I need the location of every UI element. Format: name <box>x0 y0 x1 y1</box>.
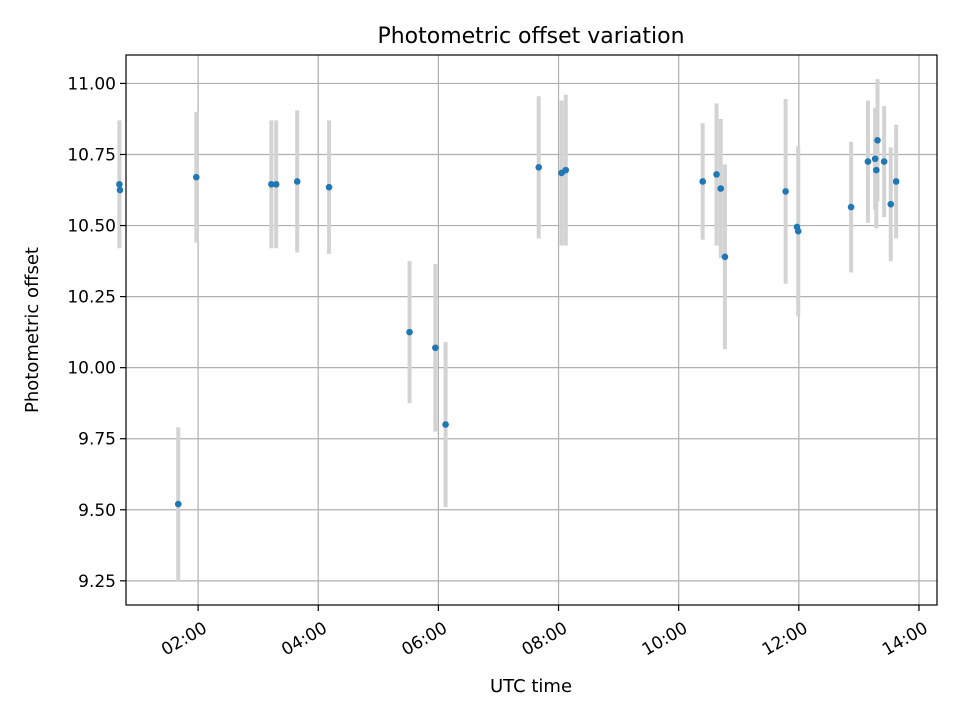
y-axis-ticks: 9.25 9.50 9.75 10.00 10.25 10.50 10.75 11.00 <box>67 74 126 592</box>
data-point <box>874 136 881 144</box>
data-point <box>873 166 880 174</box>
data-point <box>293 178 301 185</box>
x-axis-label: UTC time <box>490 676 572 697</box>
data-point <box>174 500 182 508</box>
data-point <box>406 328 413 336</box>
data-point <box>892 178 900 185</box>
data-point <box>562 166 570 174</box>
x-tick-label: 10:00 <box>639 618 691 660</box>
data-point <box>442 421 449 428</box>
y-tick-label: 9.50 <box>78 501 116 521</box>
data-point <box>713 171 720 178</box>
data-point <box>116 181 123 188</box>
y-tick-label: 10.50 <box>67 217 116 237</box>
data-point <box>268 181 275 188</box>
data-point <box>272 181 280 188</box>
y-tick-label: 10.25 <box>67 288 116 308</box>
data-point <box>887 200 895 208</box>
data-point <box>325 183 333 191</box>
data-point <box>192 173 200 181</box>
data-point <box>794 227 802 235</box>
grid-layer <box>126 55 937 605</box>
data-point <box>699 178 707 185</box>
y-axis-label: Photometric offset <box>22 247 43 413</box>
point-layer <box>116 136 900 508</box>
data-point <box>864 158 872 165</box>
data-point <box>880 158 888 165</box>
y-tick-label: 11.00 <box>67 74 116 94</box>
x-tick-label: 08:00 <box>519 618 571 660</box>
data-point <box>847 203 855 211</box>
data-point <box>116 186 124 194</box>
data-point <box>721 253 729 261</box>
plot-frame <box>125 54 938 606</box>
x-tick-label: 06:00 <box>398 618 450 660</box>
x-tick-label: 02:00 <box>158 618 210 660</box>
chart-title: Photometric offset variation <box>377 24 684 49</box>
data-point <box>782 188 789 195</box>
y-tick-label: 9.25 <box>78 572 116 592</box>
x-tick-label: 04:00 <box>278 618 330 660</box>
y-tick-label: 9.75 <box>78 430 116 450</box>
x-axis-ticks: 02:00 04:00 06:00 08:00 10:00 12:00 14:00 <box>158 605 931 660</box>
data-point <box>717 185 725 192</box>
y-tick-label: 10.00 <box>67 359 116 379</box>
data-point <box>871 155 879 163</box>
x-tick-label: 12:00 <box>759 618 811 660</box>
data-point <box>535 163 543 171</box>
data-point <box>432 344 439 352</box>
y-tick-label: 10.75 <box>67 145 116 165</box>
x-tick-label: 14:00 <box>879 618 931 660</box>
